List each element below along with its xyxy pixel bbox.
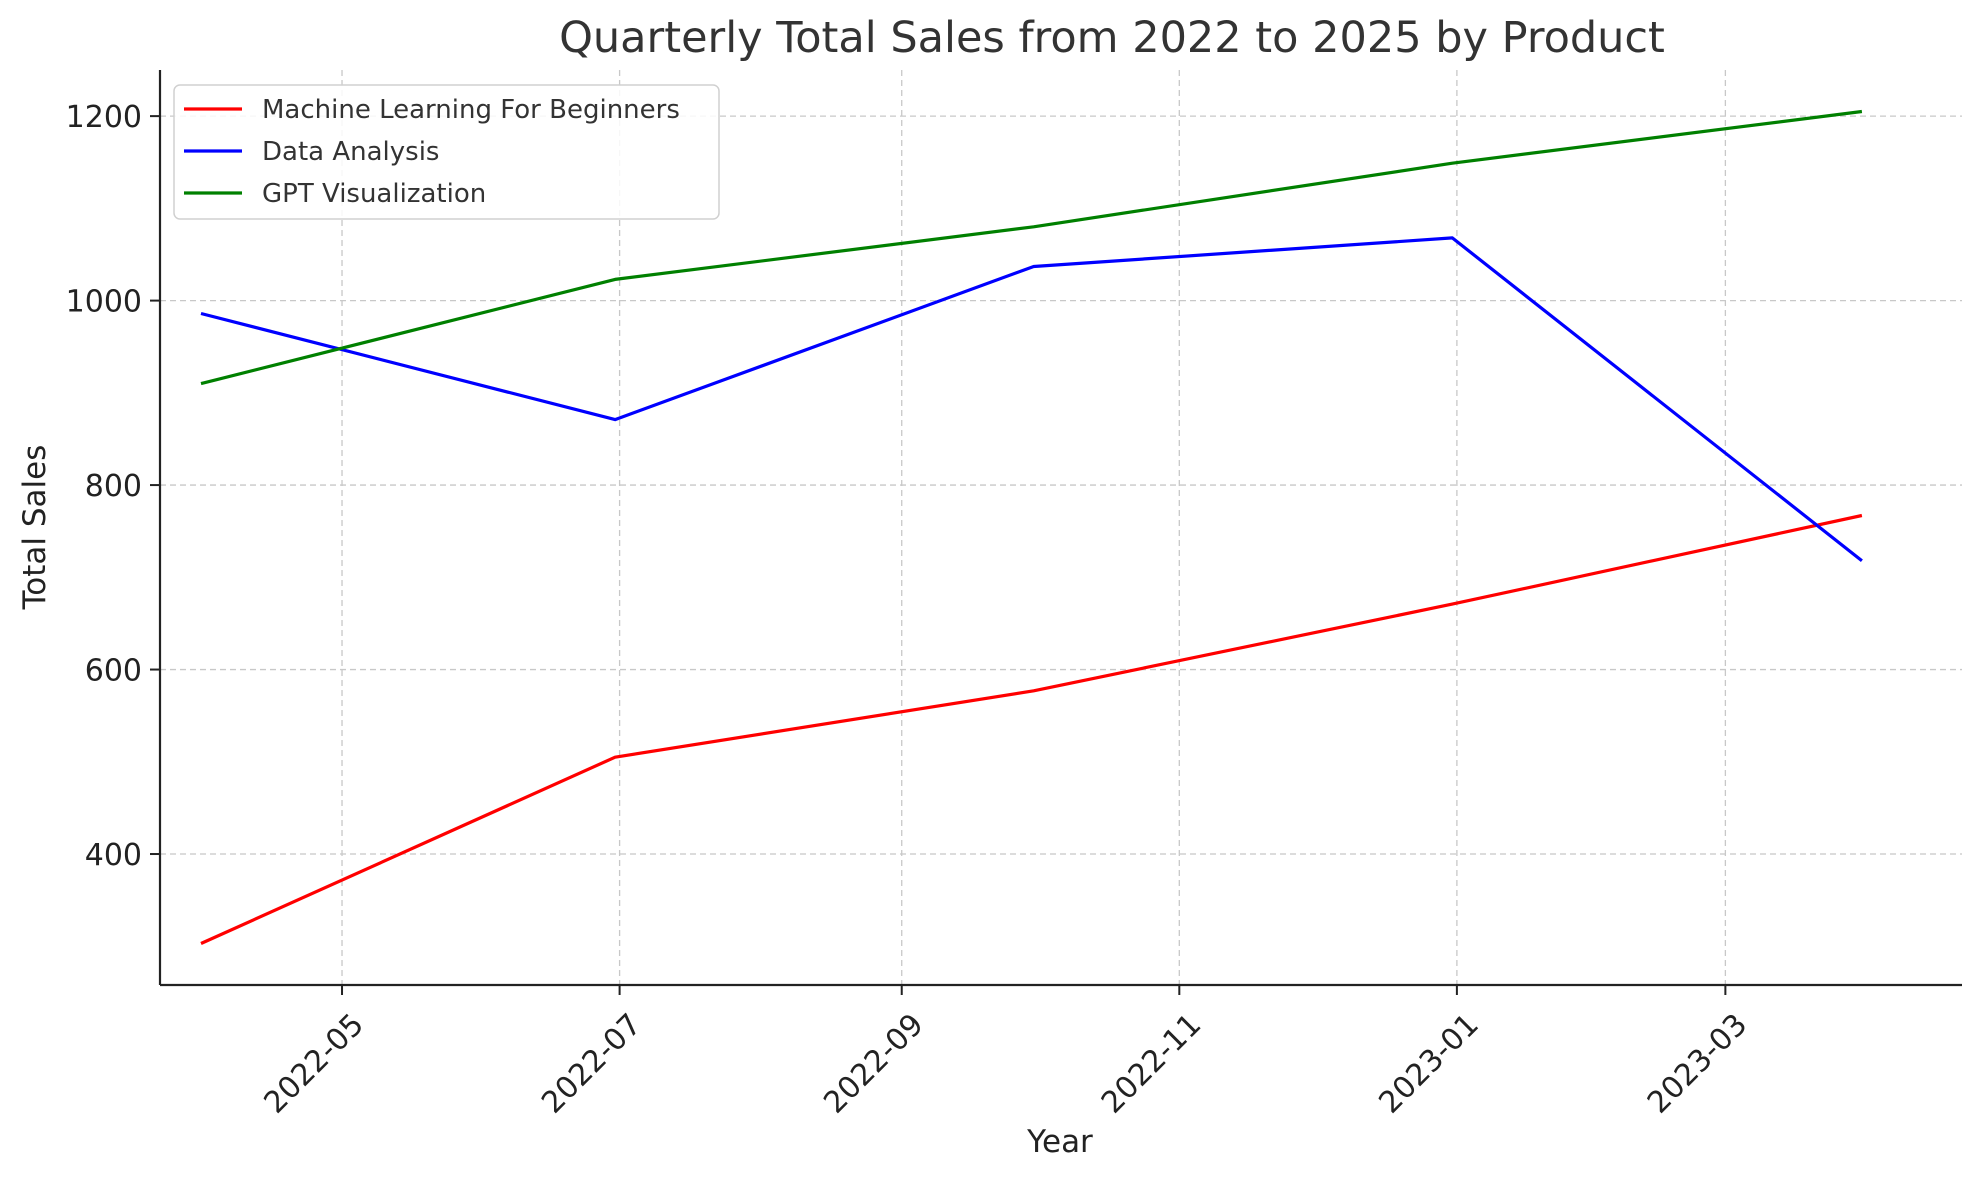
x-tick-label: 2022-11 — [1095, 1007, 1208, 1120]
legend-label: Data Analysis — [262, 137, 439, 167]
y-tick-label: 1000 — [66, 285, 142, 320]
legend-box — [173, 84, 720, 220]
ticks: 400 600 800 1000 1200 2022-05 2022-07 2022-09 20… — [66, 100, 1755, 1120]
y-tick-label: 400 — [85, 838, 142, 873]
series-line-1 — [200, 513, 1863, 945]
y-tick-label: 800 — [85, 469, 142, 504]
legend-label: Machine Learning For Beginners — [262, 95, 680, 125]
x-tick-label: 2022-09 — [817, 1007, 930, 1120]
y-tick-label: 1200 — [66, 100, 142, 135]
y-tick-label: 600 — [85, 654, 142, 689]
legend-label: GPT Visualization — [262, 179, 486, 209]
x-tick-label: 2023-03 — [1641, 1007, 1754, 1120]
x-tick-label: 2023-01 — [1372, 1007, 1485, 1120]
x-tick-label: 2022-05 — [258, 1007, 371, 1120]
legend: Machine Learning For Beginners Data Analy… — [173, 84, 720, 220]
chart-title: Quarterly Total Sales from 2022 to 2025 … — [559, 13, 1665, 63]
axes — [158, 70, 1962, 987]
series-line-3 — [200, 109, 1863, 386]
series-line-2 — [200, 236, 1863, 562]
x-tick-label: 2022-07 — [535, 1007, 648, 1120]
y-axis-label: Total Sales — [17, 445, 53, 611]
series-lines — [200, 109, 1863, 945]
x-axis-label: Year — [1026, 1124, 1093, 1160]
